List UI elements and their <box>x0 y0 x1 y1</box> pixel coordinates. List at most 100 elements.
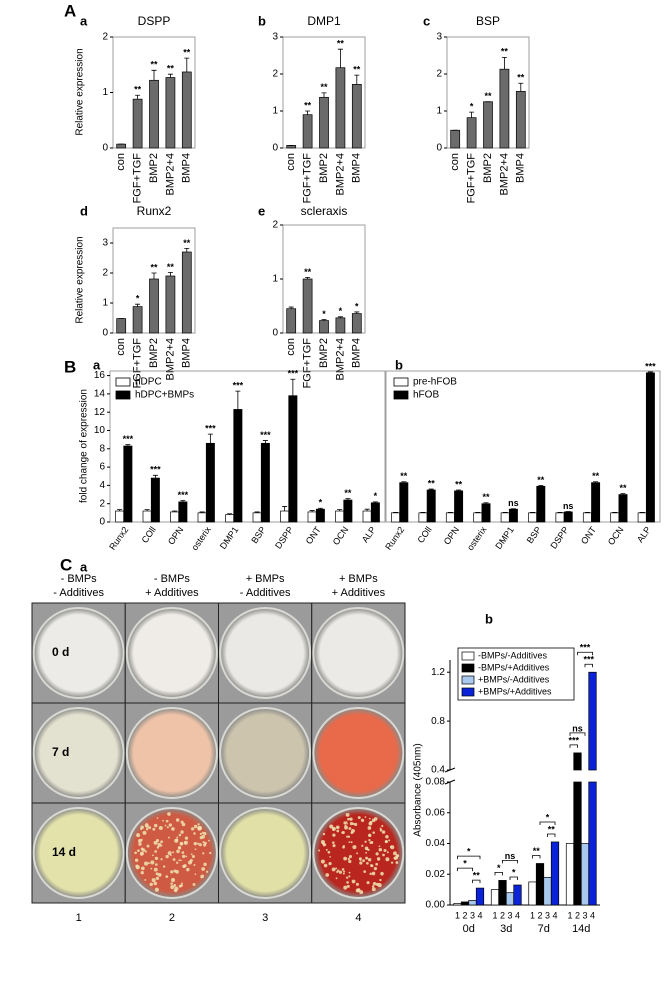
speckle <box>348 855 352 859</box>
significance-label: * <box>136 294 140 304</box>
speckle <box>383 848 387 852</box>
x-tick-label: FGF+TGF <box>132 338 144 389</box>
speckle <box>147 862 150 865</box>
significance-label: *** <box>178 490 189 500</box>
speckle <box>167 851 172 856</box>
speckle <box>144 861 149 866</box>
bar <box>315 508 325 523</box>
significance-label: * <box>463 858 467 868</box>
speckle <box>346 822 349 825</box>
legend-swatch <box>461 663 475 673</box>
x-tick-label: BMP4 <box>181 153 193 183</box>
speckle <box>385 834 389 839</box>
bar <box>165 275 176 334</box>
error-bar <box>254 511 260 513</box>
significance-label: *** <box>123 434 134 444</box>
speckle <box>191 827 195 831</box>
panel-letter: C <box>60 555 72 574</box>
speckle <box>370 841 374 844</box>
significance-label: ** <box>400 471 408 481</box>
bar <box>473 512 483 523</box>
error-bar <box>180 500 186 502</box>
speckle <box>388 839 391 842</box>
panel-sublabel: e <box>258 203 265 218</box>
x-tick-label: BMP4 <box>351 338 363 368</box>
legend-label: +BMPs/+Additives <box>478 686 552 696</box>
bar <box>505 892 515 906</box>
bar <box>591 482 601 523</box>
bar <box>475 887 485 906</box>
speckle <box>180 859 182 862</box>
speckle <box>367 826 372 830</box>
bar-lower <box>505 892 515 906</box>
column-header: + Additives <box>332 587 386 599</box>
speckle <box>144 878 147 881</box>
culture-dish <box>125 607 218 699</box>
speckle <box>176 861 179 864</box>
speckle <box>193 824 198 829</box>
speckle <box>154 856 159 861</box>
significance-bracket <box>494 872 503 876</box>
bar <box>362 510 372 523</box>
bar <box>618 494 628 523</box>
speckle <box>379 878 382 882</box>
bar-lower <box>475 887 485 906</box>
speckle <box>165 819 169 823</box>
significance-bracket <box>457 855 481 860</box>
speckle <box>165 875 169 878</box>
culture-dish <box>32 807 125 899</box>
bar <box>280 510 290 523</box>
bar-number-label: 2 <box>575 910 580 920</box>
bar-lower <box>468 900 477 906</box>
panel-sublabel: b <box>258 13 266 28</box>
bar-lower <box>535 863 545 906</box>
significance-label: * <box>319 498 323 508</box>
speckle <box>183 864 187 868</box>
legend-label: -BMPs/-Additives <box>478 650 548 660</box>
speckle <box>322 832 326 836</box>
bar <box>335 317 346 334</box>
bar <box>580 843 590 906</box>
significance-label: ** <box>167 64 175 74</box>
speckle <box>154 850 157 853</box>
x-tick-label: con <box>449 153 461 171</box>
error-bar <box>364 508 370 512</box>
panel-sublabel: c <box>423 13 430 28</box>
speckle <box>366 861 369 865</box>
y-axis-label: Relative expression <box>75 48 86 135</box>
bar-number-label: 2 <box>537 910 542 920</box>
bar-number-label: 3 <box>582 910 587 920</box>
speckle <box>367 858 372 862</box>
speckle <box>201 867 206 871</box>
speckle <box>372 881 377 886</box>
speckle <box>325 848 328 851</box>
error-bar <box>401 481 407 483</box>
speckle <box>135 864 139 868</box>
speckle <box>170 885 175 890</box>
bar-lower <box>498 880 507 906</box>
panel-sublabel: b <box>485 611 493 626</box>
x-tick-label: Runx2 <box>383 525 406 552</box>
error-bar <box>337 316 343 318</box>
x-tick-label: BMP4 <box>351 153 363 183</box>
bar <box>565 843 575 906</box>
speckle <box>155 839 160 843</box>
bar <box>418 512 428 523</box>
speckle <box>345 812 350 817</box>
bar-number-label: 4 <box>515 910 520 920</box>
speckle <box>329 856 331 858</box>
error-bar <box>345 498 351 501</box>
error-bar <box>354 311 360 314</box>
y-tick-label: 0.4 <box>431 765 445 776</box>
speckle <box>208 839 210 842</box>
speckle <box>156 846 160 849</box>
bar <box>286 308 297 334</box>
significance-label: ** <box>353 64 361 74</box>
bar <box>468 900 477 906</box>
speckle <box>354 822 358 827</box>
speckle <box>152 854 154 857</box>
panel-sublabel: a <box>80 13 88 28</box>
x-tick-label: COll <box>415 525 433 545</box>
speckle <box>152 827 156 831</box>
bar <box>370 502 380 523</box>
